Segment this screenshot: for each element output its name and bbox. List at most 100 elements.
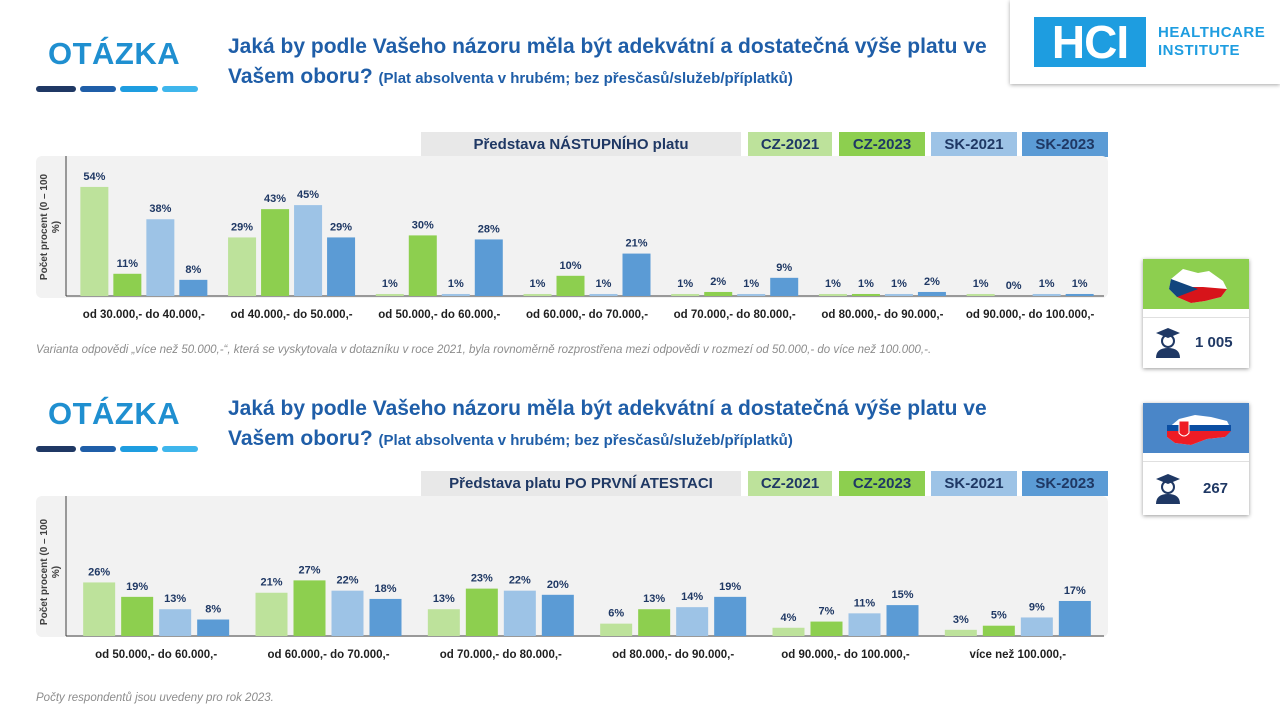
data-label-sk-2021-6: 1% [1039,278,1055,290]
card-cz-count: 1 005 [1195,334,1233,351]
bar-cz-2021-6 [966,293,995,296]
data-label-sk-2021-1: 22% [336,575,358,587]
bar-cz-2021-1 [255,592,288,636]
bar-cz-2023-1 [261,209,290,296]
data-label-cz-2023-0: 19% [126,581,148,593]
bar-sk-2021-5 [884,293,913,296]
data-label-sk-2023-4: 15% [891,589,913,601]
category-label-1: od 40.000,- do 50.000,- [231,309,353,321]
bar-cz-2021-5 [944,629,977,636]
card-cz: 1 005 [1143,259,1249,368]
data-label-sk-2023-1: 18% [374,583,396,595]
data-label-sk-2023-2: 20% [547,579,569,591]
czech-map-flag-icon [1169,269,1227,303]
bar-sk-2023-4 [770,277,799,296]
category-label-6: od 90.000,- do 100.000,- [966,309,1095,321]
bar-cz-2023-5 [851,293,880,296]
bar-cz-2023-2 [408,235,437,296]
legend-cz-2021-1: CZ-2021 [748,132,832,157]
heading-underline-1c [120,86,158,92]
bar-cz-2021-5 [818,293,847,296]
section-2-question: Jaká by podle Vašeho názoru měla být ade… [228,394,1018,456]
bar-sk-2023-3 [622,253,651,296]
data-label-cz-2023-3: 10% [559,260,581,272]
data-label-sk-2021-4: 1% [743,278,759,290]
heading-underline-2d [162,446,198,452]
bar-cz-2023-4 [810,621,843,636]
data-label-cz-2021-1: 29% [231,221,253,233]
data-label-sk-2021-3: 1% [596,278,612,290]
data-label-sk-2023-6: 1% [1072,278,1088,290]
bar-cz-2021-3 [523,293,552,296]
bar-sk-2023-0 [179,279,208,296]
graduate-icon [1156,328,1180,358]
data-label-cz-2023-6: 0% [1006,280,1022,292]
data-label-cz-2021-6: 1% [973,278,989,290]
legend-title-2: Představa platu PO PRVNÍ ATESTACI [421,471,741,496]
bar-cz-2023-4 [704,291,733,296]
data-label-sk-2021-0: 13% [164,593,186,605]
bar-sk-2021-2 [503,590,536,636]
data-label-cz-2021-3: 1% [530,278,546,290]
data-label-cz-2021-0: 54% [83,171,105,183]
section-1-question: Jaká by podle Vašeho názoru měla být ade… [228,32,1018,94]
data-label-cz-2021-2: 13% [433,593,455,605]
data-label-sk-2023-0: 8% [205,604,221,616]
category-label-4: od 90.000,- do 100.000,- [781,649,910,661]
bar-sk-2021-1 [331,590,364,636]
section-2-heading: OTÁZKA [48,396,181,431]
data-label-sk-2023-3: 19% [719,581,741,593]
card-sk: 267 [1143,403,1249,515]
section-1-heading: OTÁZKA [48,36,181,71]
data-label-cz-2023-3: 13% [643,593,665,605]
data-label-cz-2021-5: 3% [953,614,969,626]
logo-mark: HCI [1034,17,1146,67]
data-label-cz-2023-5: 5% [991,610,1007,622]
data-label-cz-2023-1: 43% [264,193,286,205]
bar-cz-2021-2 [427,609,460,636]
data-label-cz-2023-2: 23% [471,573,493,585]
heading-underline-1d [162,86,198,92]
section-2-question-main: Jaká by podle Vašeho názoru měla být ade… [228,397,987,450]
data-label-sk-2023-5: 17% [1064,585,1086,597]
card-sk-divider [1143,461,1249,462]
data-label-sk-2021-3: 14% [681,591,703,603]
bar-sk-2023-6 [1065,293,1094,296]
graduate-icon [1156,474,1180,504]
card-sk-count: 267 [1203,480,1229,497]
data-label-sk-2023-3: 21% [625,238,647,250]
data-label-cz-2021-4: 1% [677,278,693,290]
bar-cz-2021-4 [671,293,700,296]
bar-cz-2021-0 [83,582,116,636]
heading-underline-1b [80,86,116,92]
heading-underline-1a [36,86,76,92]
data-label-sk-2023-2: 28% [478,223,500,235]
bar-sk-2021-0 [159,609,192,636]
slovak-map-flag-icon [1167,415,1231,445]
bar-cz-2023-2 [465,588,498,636]
logo-line-1: HEALTHCARE [1158,24,1266,41]
heading-underline-2c [120,446,158,452]
data-label-sk-2021-5: 1% [891,278,907,290]
bar-cz-2023-1 [293,580,326,636]
logo-text: HEALTHCARE INSTITUTE [1158,24,1265,60]
chart-1: 54% 11% 38% 8% od 30.000,- do 40.000,- 29% 43%… [65,156,1104,321]
data-label-cz-2021-5: 1% [825,278,841,290]
bar-sk-2023-1 [369,598,402,636]
data-label-sk-2021-5: 9% [1029,601,1045,613]
section-1-question-sub: (Plat absolventa v hrubém; bez přesčasů/… [378,70,793,87]
bar-sk-2023-1 [327,237,356,296]
category-label-1: od 60.000,- do 70.000,- [267,649,389,661]
bar-cz-2023-3 [638,609,671,636]
category-label-3: od 60.000,- do 70.000,- [526,309,648,321]
data-label-sk-2023-5: 2% [924,276,940,288]
section-1-question-main: Jaká by podle Vašeho názoru měla být ade… [228,35,987,88]
chart-2: 26% 19% 13% 8% od 50.000,- do 60.000,- 21% 27%… [65,496,1104,661]
category-label-0: od 30.000,- do 40.000,- [83,309,205,321]
card-cz-divider [1143,317,1249,318]
bar-cz-2023-0 [113,273,142,296]
data-label-sk-2023-4: 9% [776,262,792,274]
bar-sk-2021-2 [441,293,470,296]
data-label-cz-2021-4: 4% [781,612,797,624]
data-label-sk-2021-1: 45% [297,189,319,201]
